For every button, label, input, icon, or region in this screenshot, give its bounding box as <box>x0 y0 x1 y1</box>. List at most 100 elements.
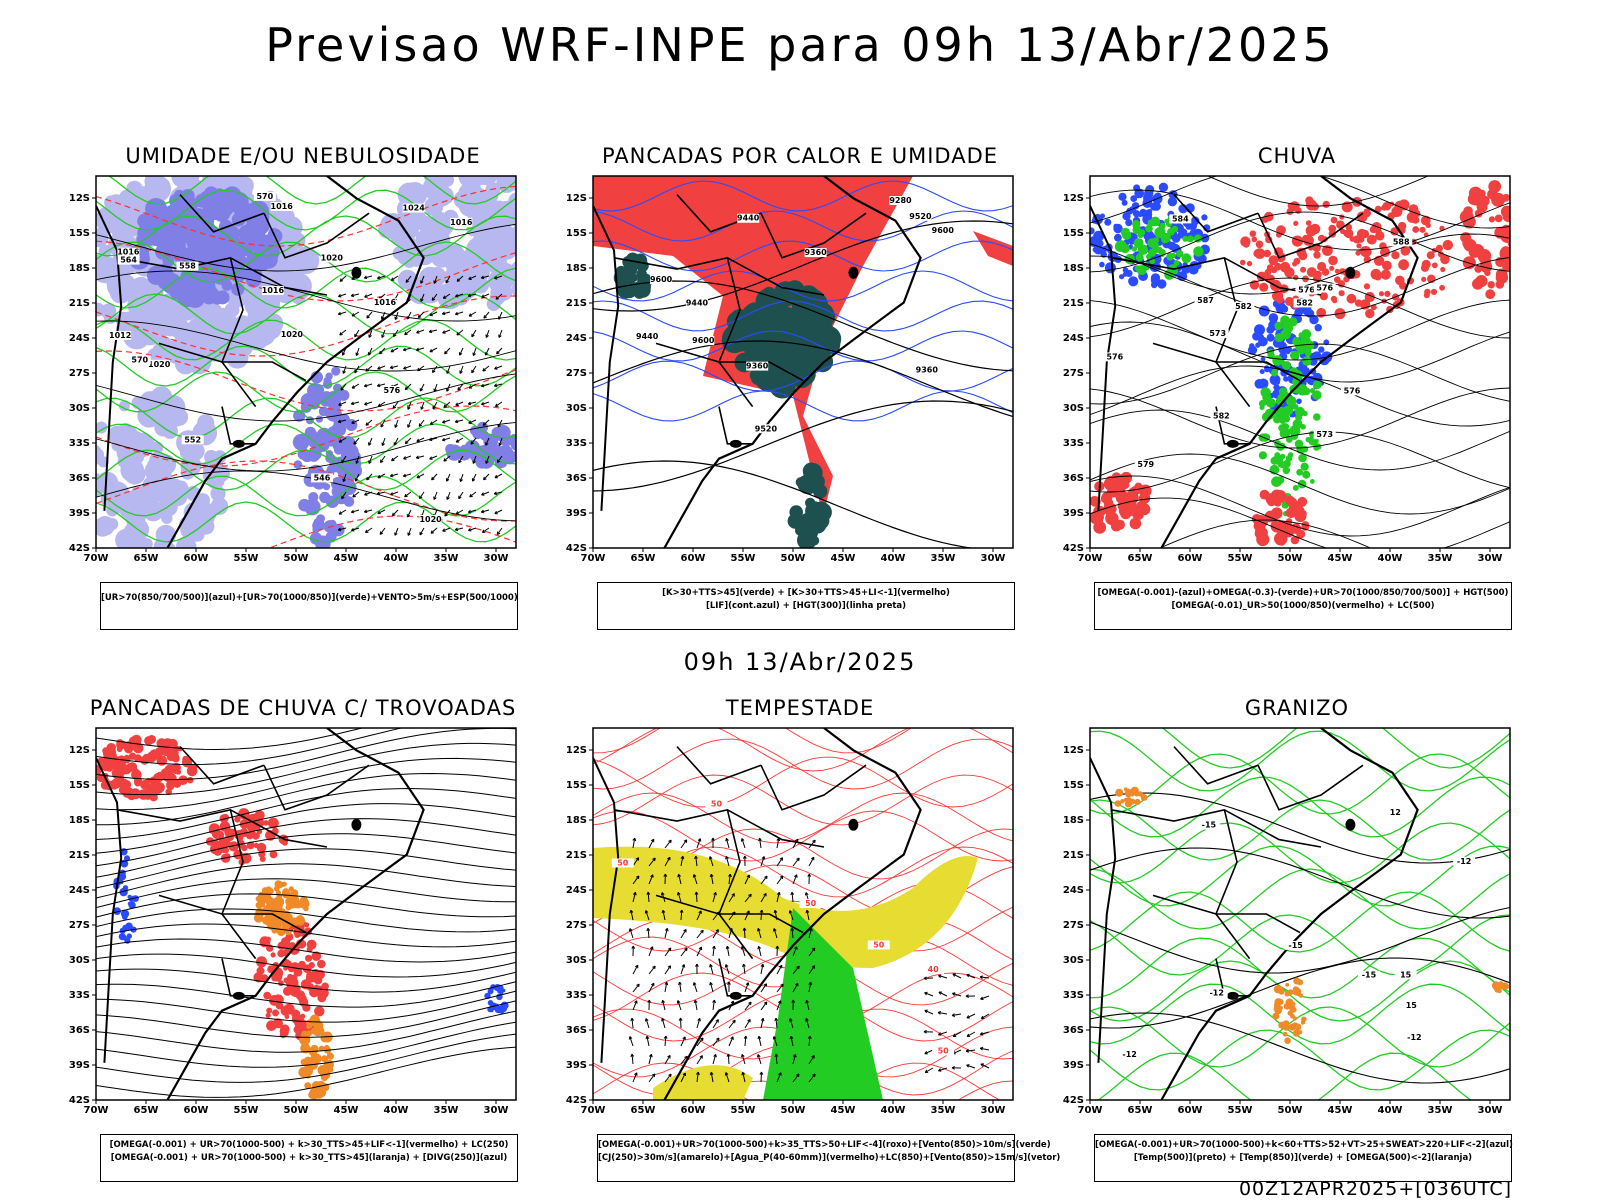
lon-tick-label: 70W <box>1078 553 1103 564</box>
lat-tick-label: 39S <box>69 1060 90 1071</box>
lifted-index-blue <box>593 180 1013 422</box>
lon-tick-label: 55W <box>234 553 259 564</box>
map-svg: -12 -12 -15 -12 -12 -15 -15 12 15 15 12S 15S 18S 21S 2… <box>1063 727 1511 1116</box>
lon-tick-label: 45W <box>831 553 856 564</box>
lon-tick-label: 55W <box>731 553 756 564</box>
panel-title: PANCADAS DE CHUVA C/ TROVOADAS <box>89 696 517 720</box>
wind-vectors <box>337 275 503 536</box>
contour-label: 50 <box>938 1046 950 1055</box>
lat-tick-label: 30S <box>1063 403 1084 414</box>
contour-label: 9440 <box>686 298 709 307</box>
lat-tick-label: 18S <box>69 815 90 826</box>
legend-line-1: [K>30+TTS>45](verde) + [K>30+TTS>45+LI<-… <box>662 588 950 598</box>
panel-chuva: CHUVA 588 582 576 582 579 576 573 576 573 582 584 5… <box>1032 144 1562 630</box>
panel-title: GRANIZO <box>1244 696 1350 720</box>
panel-tempestade: TEMPESTADE 50 50 50 40 50 50 12S 15S 18S 21S 24S 27… <box>535 696 1065 1182</box>
panel-title: CHUVA <box>1257 144 1337 168</box>
lat-tick-label: 15S <box>1063 228 1084 239</box>
pressure-contours <box>96 223 516 522</box>
legend-line-2: [OMEGA(-0.001) + UR>70(1000-500) + k>30_… <box>110 1153 508 1163</box>
model-run-code: 00Z12APR2025+[036UTC] <box>1238 1178 1512 1200</box>
legend-box: [UR>70(850/700/500)](azul)+[UR>70(1000/8… <box>100 582 518 630</box>
legend-box: [OMEGA(-0.001)-(azul)+OMEGA(-0.3)-(verde… <box>1094 582 1512 630</box>
lon-tick-label: 30W <box>484 553 509 564</box>
map-svg: 1012 1016 1016 1016 1016 1020 1020 1020 1016 1024… <box>69 175 517 564</box>
contour-label: 9600 <box>692 336 715 345</box>
map-layers <box>96 728 516 1100</box>
instability-teal <box>787 462 832 548</box>
lon-tick-label: 70W <box>581 553 606 564</box>
contour-label: 50 <box>873 940 885 949</box>
contour-label: -15 <box>1202 821 1217 830</box>
contour-label: 40 <box>928 965 940 974</box>
contour-label: -15 <box>1362 971 1377 980</box>
legend-box: [OMEGA(-0.001)+UR>70(1000-500)+k>35_TTS>… <box>597 1134 1061 1182</box>
convective-orange <box>298 1014 334 1100</box>
lat-tick-label: 12S <box>69 745 90 756</box>
coastline <box>593 728 922 1100</box>
instability-teal <box>721 280 842 399</box>
lat-tick-label: 27S <box>566 920 587 931</box>
lon-tick-label: 55W <box>1228 553 1253 564</box>
map-border <box>95 727 517 1101</box>
lon-tick-label: 40W <box>384 553 409 564</box>
contour-label: -15 <box>1288 941 1303 950</box>
lat-tick-label: 18S <box>69 263 90 274</box>
wind850-vectors <box>923 973 990 1073</box>
lon-tick-label: 35W <box>1428 553 1453 564</box>
lat-tick-label: 30S <box>69 403 90 414</box>
instability-red <box>973 231 1013 266</box>
omega500-orange <box>1491 981 1510 994</box>
lon-tick-label: 40W <box>881 1105 906 1116</box>
contour-label: 1020 <box>419 515 442 524</box>
temp500-black <box>1090 792 1510 1084</box>
map-svg: 9600944095209600952094409360928094409360… <box>566 175 1014 564</box>
panel-umidade: UMIDADE E/OU NEBULOSIDADE 1012 1016 1016 10… <box>38 144 568 630</box>
lon-tick-label: 35W <box>434 553 459 564</box>
map-layers: 9600944095209600952094409360928094409360… <box>593 176 1013 548</box>
contour-label: 573 <box>1209 329 1226 338</box>
lat-tick-label: 15S <box>69 228 90 239</box>
lon-tick-label: 65W <box>1128 1105 1153 1116</box>
lon-tick-label: 70W <box>84 1105 109 1116</box>
lat-tick-label: 36S <box>566 473 587 484</box>
lat-tick-label: 33S <box>1063 438 1084 449</box>
lon-tick-label: 50W <box>284 553 309 564</box>
lon-tick-label: 35W <box>1428 1105 1453 1116</box>
lat-tick-label: 24S <box>69 885 90 896</box>
contour-label: 12 <box>1390 808 1401 817</box>
lat-tick-label: 15S <box>566 228 587 239</box>
lon-tick-label: 55W <box>731 1105 756 1116</box>
panel-title: PANCADAS POR CALOR E UMIDADE <box>601 144 999 168</box>
contour-label: 558 <box>179 262 196 271</box>
lon-tick-label: 60W <box>184 1105 209 1116</box>
legend-line-2: [CJ(250)>30m/s](amarelo)+[Agua_P(40-60mm… <box>598 1153 1061 1163</box>
map-granizo: -12 -12 -15 -12 -12 -15 -15 12 15 15 12S 15S 18S 21S 2… <box>1032 726 1562 1130</box>
lat-tick-label: 21S <box>566 298 587 309</box>
coastline <box>1090 176 1419 548</box>
contour-label: 1012 <box>109 331 131 340</box>
contour-label: 579 <box>1137 460 1154 469</box>
lon-tick-label: 50W <box>1278 553 1303 564</box>
contour-label: 9600 <box>932 226 955 235</box>
lat-tick-label: 42S <box>69 543 90 554</box>
lon-tick-label: 30W <box>484 1105 509 1116</box>
lat-tick-label: 24S <box>566 333 587 344</box>
lat-tick-label: 27S <box>1063 368 1084 379</box>
contour-labels: 1012 1016 1016 1016 1016 1020 1020 1020 1016 1024… <box>109 191 473 524</box>
contour-label: 576 <box>1316 283 1333 292</box>
lat-tick-label: 12S <box>1063 745 1084 756</box>
lat-tick-label: 12S <box>1063 193 1084 204</box>
contour-label: 584 <box>1172 214 1189 223</box>
lon-tick-label: 40W <box>1378 553 1403 564</box>
contour-label: 1016 <box>450 218 473 227</box>
map-umidade: 1012 1016 1016 1016 1016 1020 1020 1020 1016 1024… <box>38 174 568 578</box>
contour-label: 1024 <box>403 204 426 213</box>
panel-pancadas-calor: PANCADAS POR CALOR E UMIDADE 9600 9440 952… <box>535 144 1065 630</box>
contour-label: 50 <box>617 858 629 867</box>
contour-label: 573 <box>1316 430 1333 439</box>
lat-tick-label: 15S <box>69 780 90 791</box>
